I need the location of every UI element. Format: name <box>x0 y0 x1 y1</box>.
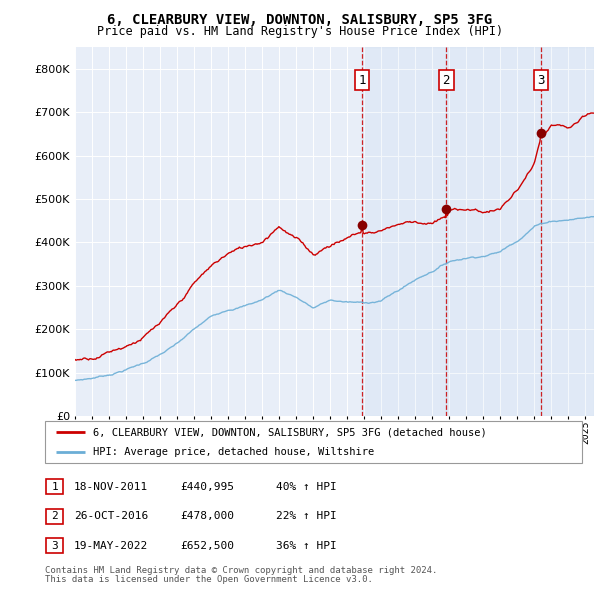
Text: 18-NOV-2011: 18-NOV-2011 <box>74 482 148 491</box>
Text: HPI: Average price, detached house, Wiltshire: HPI: Average price, detached house, Wilt… <box>94 447 374 457</box>
Text: 19-MAY-2022: 19-MAY-2022 <box>74 541 148 550</box>
Text: 3: 3 <box>537 74 545 87</box>
Text: 26-OCT-2016: 26-OCT-2016 <box>74 512 148 521</box>
Text: 1: 1 <box>358 74 366 87</box>
Text: 22% ↑ HPI: 22% ↑ HPI <box>276 512 337 521</box>
Text: 6, CLEARBURY VIEW, DOWNTON, SALISBURY, SP5 3FG (detached house): 6, CLEARBURY VIEW, DOWNTON, SALISBURY, S… <box>94 427 487 437</box>
Text: This data is licensed under the Open Government Licence v3.0.: This data is licensed under the Open Gov… <box>45 575 373 584</box>
Text: 36% ↑ HPI: 36% ↑ HPI <box>276 541 337 550</box>
FancyBboxPatch shape <box>45 421 582 463</box>
Text: Contains HM Land Registry data © Crown copyright and database right 2024.: Contains HM Land Registry data © Crown c… <box>45 566 437 575</box>
Text: £652,500: £652,500 <box>180 541 234 550</box>
Bar <box>446 47 541 416</box>
Text: 40% ↑ HPI: 40% ↑ HPI <box>276 482 337 491</box>
FancyBboxPatch shape <box>46 538 63 553</box>
Bar <box>362 47 446 416</box>
Text: Price paid vs. HM Land Registry's House Price Index (HPI): Price paid vs. HM Land Registry's House … <box>97 25 503 38</box>
Text: 2: 2 <box>443 74 450 87</box>
Text: 1: 1 <box>51 482 58 491</box>
Text: 6, CLEARBURY VIEW, DOWNTON, SALISBURY, SP5 3FG: 6, CLEARBURY VIEW, DOWNTON, SALISBURY, S… <box>107 13 493 27</box>
Text: £478,000: £478,000 <box>180 512 234 521</box>
FancyBboxPatch shape <box>46 509 63 524</box>
Text: 3: 3 <box>51 541 58 550</box>
Bar <box>541 47 594 416</box>
FancyBboxPatch shape <box>46 479 63 494</box>
Text: 2: 2 <box>51 512 58 521</box>
Text: £440,995: £440,995 <box>180 482 234 491</box>
